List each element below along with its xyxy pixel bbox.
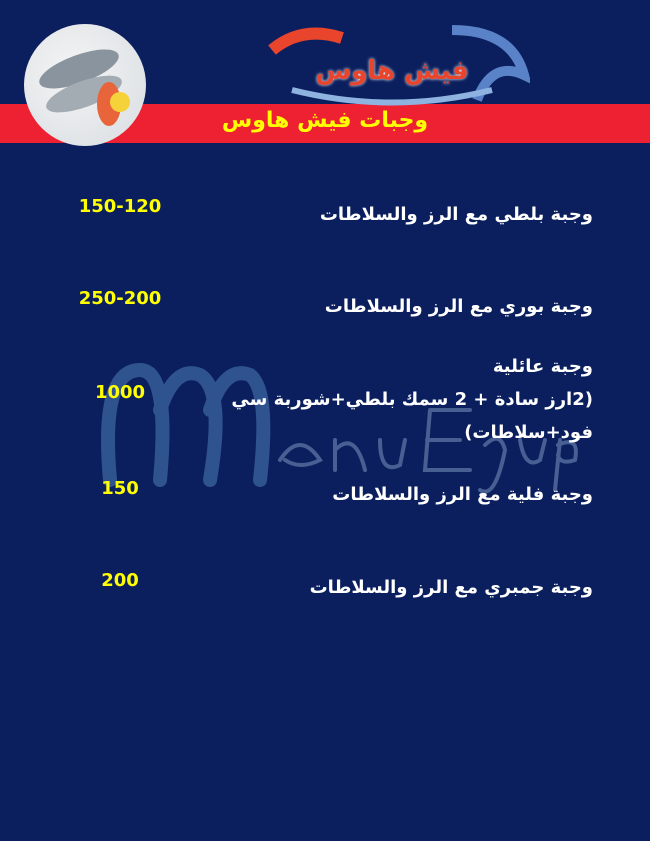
menu-item-detail: (2ارز سادة + 2 سمك بلطي+شوربة سي: [231, 389, 593, 410]
menu-item: وجبة بلطي مع الرز والسلاطات: [319, 204, 593, 225]
menu-item: وجبة بوري مع الرز والسلاطات: [324, 296, 593, 317]
seafood-photo: [24, 24, 146, 146]
menu-item: وجبة جمبري مع الرز والسلاطات: [309, 577, 593, 598]
item-price: 200: [101, 570, 139, 591]
fish-image-icon: [39, 49, 130, 126]
item-price: 250-200: [78, 288, 162, 309]
page-title: وجبات فيش هاوس: [221, 108, 429, 133]
fish-house-logo: فيش هاوس: [262, 20, 530, 120]
menu-item-detail: فود+سلاطات): [464, 422, 593, 443]
item-price: 150-120: [78, 196, 162, 217]
menu-item: وجبة عائلية: [492, 356, 593, 377]
menu-item: وجبة فلية مع الرز والسلاطات: [332, 484, 593, 505]
item-price: 150: [101, 478, 139, 499]
watermark-logo: [101, 362, 580, 494]
item-price: 1000: [94, 382, 146, 403]
